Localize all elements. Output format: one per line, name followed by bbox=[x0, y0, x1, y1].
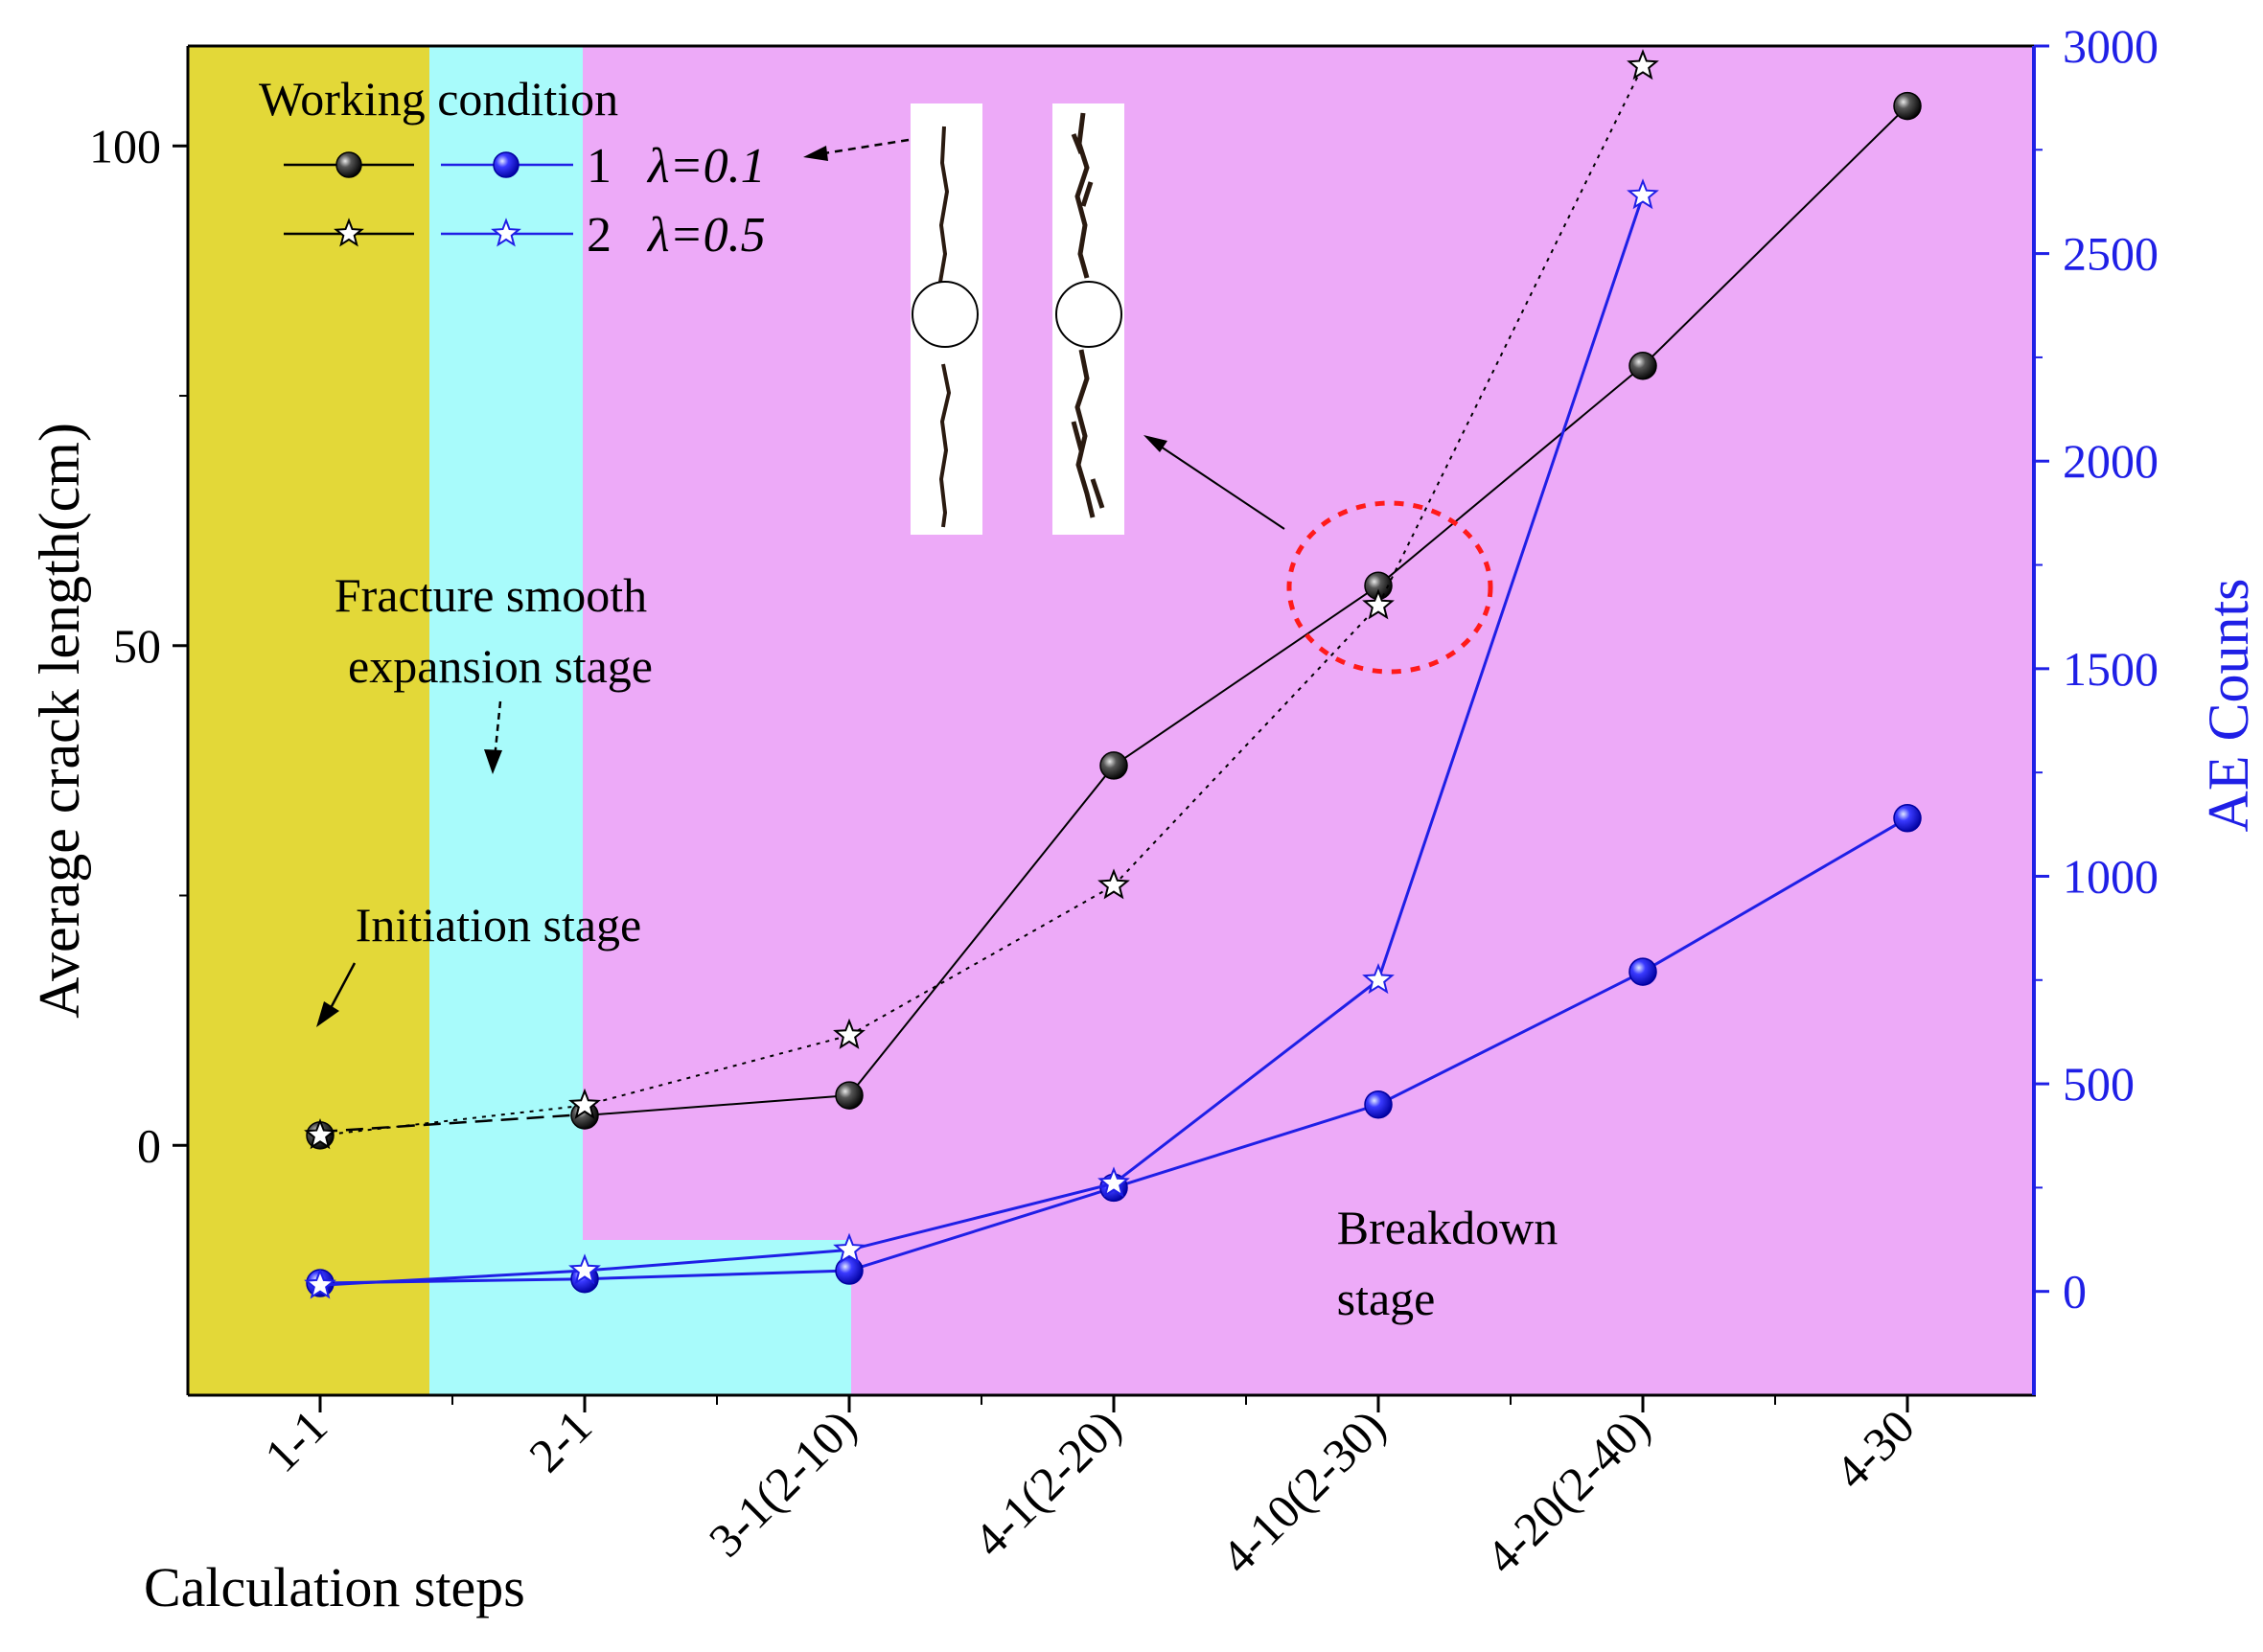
y-right-tick-label-6: 3000 bbox=[2063, 19, 2159, 73]
series-0-segment-1 bbox=[584, 1094, 850, 1116]
series-3-segment-1 bbox=[584, 1248, 850, 1273]
legend-marker-black-star bbox=[334, 218, 364, 247]
series-0-point-5 bbox=[1628, 351, 1657, 380]
legend-marker-blue-star bbox=[491, 218, 521, 247]
x-tick-label-2: 3-1(2-10) bbox=[699, 1399, 866, 1567]
fracture-stage-label-line1: Fracture smooth bbox=[335, 568, 647, 622]
legend-lambda-1: λ=0.1 bbox=[646, 139, 766, 194]
y-right-tick-label-3: 1500 bbox=[2063, 642, 2159, 696]
series-1-point-4 bbox=[1362, 588, 1395, 620]
series-1-segment-0 bbox=[319, 1104, 586, 1136]
arrow-circle-to-inset bbox=[1154, 442, 1285, 530]
fracture-expansion-stage-region-lower bbox=[583, 1240, 851, 1395]
series-3-point-3 bbox=[1097, 1166, 1130, 1198]
y-right-tick-label-0: 0 bbox=[2063, 1265, 2087, 1319]
breakdown-stage-label-line1: Breakdown bbox=[1337, 1201, 1559, 1254]
series-3-segment-2 bbox=[848, 1182, 1115, 1251]
series-3-segment-4 bbox=[1376, 195, 1645, 981]
series-3-point-1 bbox=[568, 1253, 601, 1285]
series-0-segment-5 bbox=[1642, 104, 1908, 367]
series-1-segment-1 bbox=[584, 1034, 850, 1107]
arrow-initiation-stage bbox=[329, 962, 357, 1009]
series-0-point-6 bbox=[1893, 91, 1922, 121]
legend-num-1: 1 bbox=[587, 139, 612, 194]
series-0-point-2 bbox=[835, 1081, 864, 1110]
arrow-initiation-stage-head bbox=[316, 1001, 339, 1027]
series-3-point-0 bbox=[304, 1268, 336, 1299]
series-1-point-2 bbox=[833, 1018, 866, 1049]
legend-marker-black-sphere bbox=[335, 151, 362, 178]
series-3-segment-0 bbox=[319, 1269, 586, 1287]
y-right-tick-label-1: 500 bbox=[2063, 1057, 2135, 1111]
x-tick-label-4: 4-10(2-30) bbox=[1211, 1399, 1396, 1584]
series-0-segment-3 bbox=[1113, 585, 1379, 767]
arrow-inset-to-legend-head bbox=[803, 146, 828, 161]
crack-image-inset-1 bbox=[911, 103, 982, 535]
y-right-tick-label-4: 2000 bbox=[2063, 434, 2159, 488]
series-2-segment-5 bbox=[1642, 816, 1908, 974]
fracture-stage-label-line2: expansion stage bbox=[348, 639, 653, 693]
y-right-tick-label-5: 2500 bbox=[2063, 227, 2159, 281]
y-axis-left-title: Average crack length(cm) bbox=[28, 423, 91, 1019]
y-right-tick-label-2: 1000 bbox=[2063, 849, 2159, 903]
series-1-point-5 bbox=[1627, 49, 1659, 80]
legend-marker-blue-sphere bbox=[493, 151, 520, 178]
fracture-expansion-stage-region bbox=[429, 46, 583, 1395]
arrow-circle-to-inset-head bbox=[1143, 435, 1167, 452]
series-1-point-1 bbox=[568, 1088, 601, 1119]
legend-lambda-2: λ=0.5 bbox=[646, 208, 766, 263]
series-1-point-3 bbox=[1097, 868, 1130, 900]
legend-num-2: 2 bbox=[587, 208, 612, 263]
series-1-point-0 bbox=[304, 1118, 336, 1150]
arrow-inset-to-legend bbox=[823, 138, 910, 155]
x-tick-label-1: 2-1 bbox=[519, 1399, 602, 1482]
x-axis-title: Calculation steps bbox=[144, 1556, 525, 1618]
series-0-segment-2 bbox=[848, 765, 1115, 1096]
series-2-point-4 bbox=[1364, 1090, 1393, 1119]
breakdown-stage-region bbox=[583, 46, 851, 1240]
series-0-point-3 bbox=[1099, 751, 1128, 780]
x-tick-label-3: 4-1(2-20) bbox=[963, 1399, 1131, 1567]
series-2-segment-2 bbox=[848, 1185, 1115, 1273]
y-axis-right-title: AE Counts bbox=[2197, 578, 2260, 832]
initiation-stage-region bbox=[188, 46, 429, 1395]
series-3-segment-3 bbox=[1113, 978, 1379, 1185]
arrow-fracture-stage bbox=[493, 700, 502, 760]
arrow-fracture-stage-head bbox=[484, 749, 502, 774]
series-2-point-2 bbox=[835, 1256, 864, 1285]
x-tick-label-5: 4-20(2-40) bbox=[1475, 1399, 1660, 1584]
series-2-point-6 bbox=[1893, 804, 1922, 833]
legend: Working condition 1 λ=0.1 2 λ=0.5 bbox=[259, 72, 766, 263]
crack-image-inset-2 bbox=[1052, 103, 1124, 535]
y-left-tick-label-1: 50 bbox=[113, 619, 161, 673]
series-2-segment-4 bbox=[1377, 970, 1644, 1107]
series-3-point-2 bbox=[833, 1232, 866, 1264]
series-3-point-5 bbox=[1627, 178, 1659, 210]
highlight-circle bbox=[1286, 500, 1493, 675]
x-tick-label-0: 1-1 bbox=[254, 1399, 337, 1482]
breakdown-stage-region-main bbox=[851, 46, 2034, 1395]
initiation-stage-label: Initiation stage bbox=[356, 898, 642, 952]
breakdown-stage-label-line2: stage bbox=[1337, 1272, 1436, 1325]
series-2-point-5 bbox=[1628, 957, 1657, 986]
series-2-segment-3 bbox=[1113, 1103, 1379, 1189]
initiation-dashed-connector bbox=[319, 1113, 586, 1134]
series-2-segment-1 bbox=[584, 1269, 850, 1281]
y-left-tick-label-0: 0 bbox=[137, 1118, 161, 1172]
series-3-point-4 bbox=[1362, 963, 1395, 995]
series-0-segment-4 bbox=[1377, 364, 1644, 586]
series-1-segment-4 bbox=[1377, 65, 1644, 607]
legend-title: Working condition bbox=[259, 72, 618, 126]
series-1-segment-2 bbox=[848, 884, 1115, 1037]
x-tick-label-6: 4-30 bbox=[1824, 1399, 1924, 1499]
series-1-segment-3 bbox=[1113, 605, 1379, 886]
y-left-tick-label-2: 100 bbox=[89, 119, 161, 172]
